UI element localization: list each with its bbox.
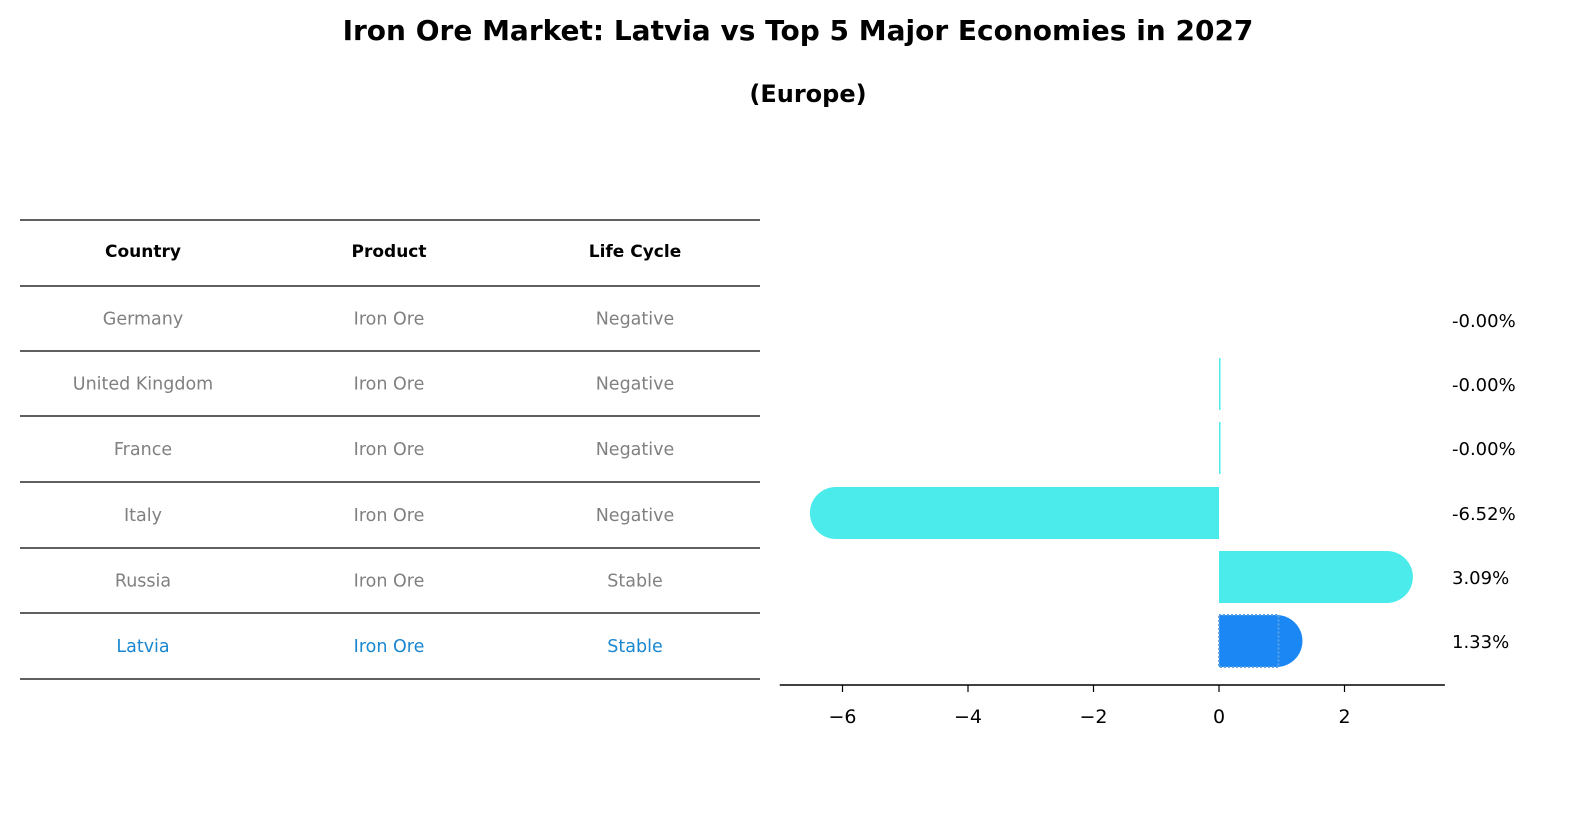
data-table: Country Product Life Cycle Germany Iron Ore N… (20, 219, 760, 680)
bar-value-label: 3.09% (1452, 568, 1509, 589)
bar-value-label: -0.00% (1452, 375, 1516, 396)
table-cell: Negative (596, 440, 675, 460)
table-cell: France (114, 440, 172, 460)
table-cell: Iron Ore (354, 506, 425, 526)
bar-italy (809, 487, 1219, 539)
table-cell: Negative (596, 375, 675, 395)
bar-russia (1219, 551, 1413, 603)
table-header-life-cycle: Life Cycle (589, 242, 682, 262)
bar-value-label: 1.33% (1452, 632, 1509, 653)
bar-france (1219, 422, 1221, 474)
table-header-country: Country (105, 242, 181, 262)
table-cell: Latvia (116, 637, 169, 657)
table-cell: Iron Ore (354, 572, 425, 592)
table-header-product: Product (352, 242, 427, 262)
bar-sliver (1219, 358, 1221, 410)
bar-value-label: -0.00% (1452, 439, 1516, 460)
bar-value-label: -6.52% (1452, 504, 1516, 525)
table-cell: Iron Ore (354, 637, 425, 657)
table-cell: United Kingdom (73, 375, 213, 395)
bar-shape (1219, 551, 1413, 603)
bar-latvia (1218, 614, 1303, 668)
x-tick-label: −4 (954, 706, 982, 728)
table-cell: Iron Ore (354, 375, 425, 395)
table-cell: Russia (115, 572, 171, 592)
bar-highlight-outline (1218, 614, 1280, 668)
bar-shape (1219, 615, 1303, 667)
table-cell: Negative (596, 506, 675, 526)
chart-title: Iron Ore Market: Latvia vs Top 5 Major E… (342, 14, 1254, 47)
bar-value-label: -0.00% (1452, 311, 1516, 332)
table-cell: Germany (103, 310, 183, 330)
bar-shape (809, 487, 1219, 539)
table-cell: Iron Ore (354, 440, 425, 460)
x-tick-label: 0 (1213, 706, 1225, 728)
bar-united-kingdom (1219, 358, 1221, 410)
table-cell: Iron Ore (354, 310, 425, 330)
table-cell: Negative (596, 310, 675, 330)
bar-sliver (1219, 422, 1221, 474)
table-cell: Stable (607, 637, 662, 657)
table-cell: Stable (607, 572, 662, 592)
x-tick-label: 2 (1338, 706, 1350, 728)
x-tick-label: −2 (1079, 706, 1107, 728)
chart-subtitle: (Europe) (749, 80, 867, 108)
table-cell: Italy (124, 506, 162, 526)
x-tick-label: −6 (828, 706, 856, 728)
